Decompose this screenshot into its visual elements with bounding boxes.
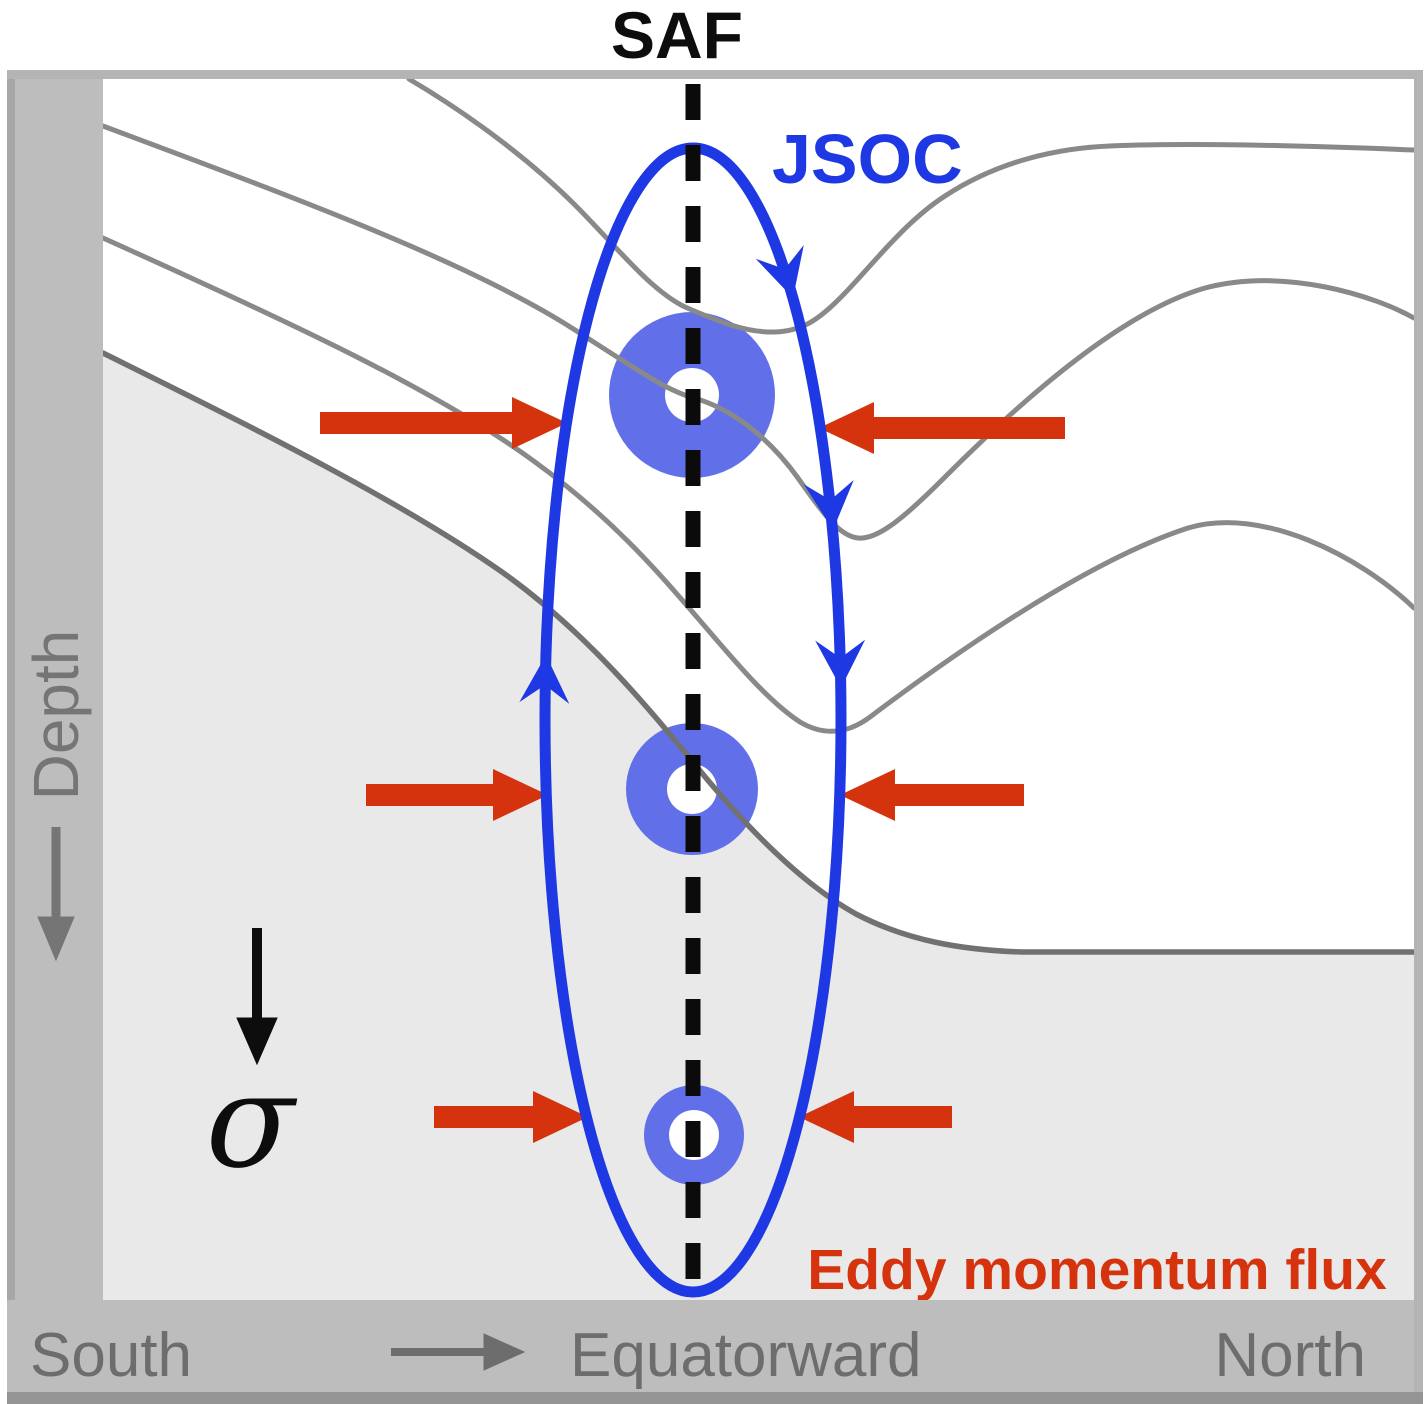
flux-arrow-middle-right	[840, 769, 1024, 821]
equatorward-arrow-head	[483, 1333, 526, 1371]
flux-arrow-lower-left	[434, 1091, 588, 1143]
top-border	[7, 70, 1423, 79]
deep-layer-shading	[103, 353, 1414, 1300]
eddy-momentum-flux-label: Eddy momentum flux	[807, 1238, 1387, 1302]
sigma-annotation: σ	[206, 928, 298, 1197]
isopycnal-3	[100, 235, 1417, 734]
equatorward-direction-arrow	[391, 1333, 526, 1371]
flux-arrow-lower-right	[799, 1091, 952, 1143]
latitude-axis-bar	[7, 1300, 1423, 1392]
south-label: South	[30, 1321, 192, 1390]
jsoc-arrowhead-down-3	[815, 639, 866, 688]
deep-layer-boundary	[100, 350, 1417, 955]
bottom-edge-strip	[7, 1392, 1423, 1404]
right-border	[1414, 70, 1423, 1392]
flux-arrow-upper-left	[320, 397, 567, 449]
depth-arrow-head	[37, 916, 75, 962]
flux-arrow-middle-left	[366, 769, 548, 821]
isopycnal-1	[406, 76, 1417, 335]
flux-arrow-upper-right	[819, 402, 1065, 454]
eddy-momentum-flux-arrows	[320, 397, 1065, 1143]
plot-area: σ JSOC Eddy momentum flux	[100, 76, 1417, 1302]
jsoc-arrowhead-down-1	[755, 244, 804, 298]
jsoc-arrowhead-down-2	[803, 480, 854, 530]
figure-frame: Depth South Equatorward North	[7, 70, 1423, 1404]
jsoc-label: JSOC	[772, 120, 963, 198]
depth-direction-arrow	[37, 827, 75, 962]
north-label: North	[1214, 1321, 1366, 1390]
equatorward-label: Equatorward	[570, 1321, 922, 1390]
saf-title: SAF	[611, 0, 743, 72]
sigma-down-arrow-head	[236, 1017, 278, 1066]
frame-left-edge	[7, 70, 15, 1396]
jsoc-arrowhead-up-1	[519, 655, 570, 704]
depth-axis-sidebar	[15, 79, 103, 1300]
sigma-label: σ	[206, 1045, 298, 1197]
depth-axis-label: Depth	[20, 630, 92, 801]
